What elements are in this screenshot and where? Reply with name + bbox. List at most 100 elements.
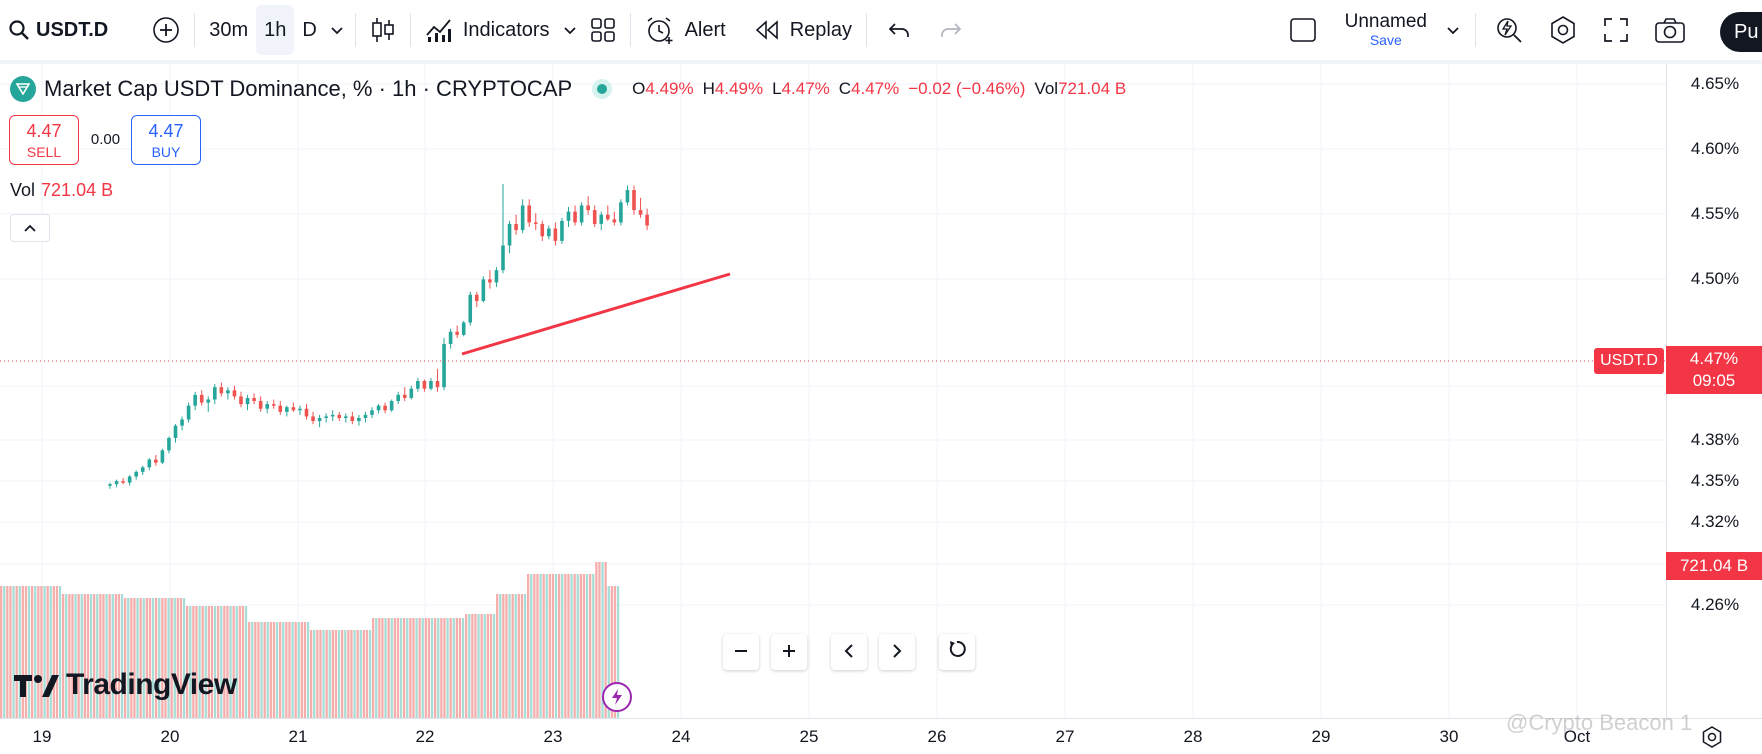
volume-bar bbox=[443, 618, 446, 718]
volume-bar bbox=[37, 586, 40, 718]
symbol-search[interactable]: USDT.D bbox=[0, 4, 144, 56]
volume-bar bbox=[570, 574, 573, 718]
candle bbox=[298, 405, 302, 415]
volume-bar bbox=[511, 594, 514, 718]
legend-title[interactable]: Market Cap USDT Dominance, % · 1h · CRYP… bbox=[44, 76, 573, 101]
scale-settings-button[interactable] bbox=[1700, 725, 1724, 754]
spread-value: 0.00 bbox=[90, 131, 121, 148]
volume-bar bbox=[449, 618, 452, 718]
candle bbox=[442, 337, 446, 391]
volume-bar bbox=[365, 630, 369, 718]
volume-bar bbox=[480, 614, 483, 718]
candle bbox=[160, 448, 165, 465]
volume-legend[interactable]: Vol 721.04 B bbox=[10, 180, 113, 201]
interval-30m[interactable]: 30m bbox=[209, 18, 249, 41]
reset-chart-button[interactable] bbox=[939, 634, 975, 670]
candle-body bbox=[357, 417, 361, 422]
tradingview-logo[interactable]: TradingView bbox=[14, 668, 237, 702]
chart-type-button[interactable] bbox=[362, 4, 404, 56]
candle-body bbox=[147, 459, 152, 468]
interval-d[interactable]: D bbox=[302, 18, 317, 41]
candle bbox=[363, 411, 368, 423]
volume-bar bbox=[108, 594, 111, 718]
candle-body bbox=[533, 222, 538, 224]
layout-select-checkbox[interactable] bbox=[1281, 4, 1325, 56]
indicators-label: Indicators bbox=[462, 18, 550, 41]
candle-body bbox=[619, 202, 623, 223]
candle bbox=[592, 205, 597, 228]
candle-body bbox=[245, 397, 250, 405]
candle bbox=[304, 404, 309, 420]
interval-1h[interactable]: 1h bbox=[256, 5, 295, 55]
volume-bar bbox=[83, 594, 86, 718]
fullscreen-button[interactable] bbox=[1590, 4, 1642, 56]
volume-bar bbox=[347, 630, 350, 718]
volume-bar bbox=[455, 618, 458, 718]
candle-body bbox=[232, 390, 237, 397]
scroll-right-button[interactable] bbox=[879, 634, 915, 670]
candle bbox=[527, 199, 531, 228]
time-scale[interactable]: 19 20 21 22 23 24 25 26 27 28 29 30 Oct bbox=[0, 718, 1762, 754]
volume-bar bbox=[158, 598, 161, 718]
candle bbox=[566, 207, 571, 228]
price-tick-label: 4.60% bbox=[1690, 139, 1740, 158]
volume-bar bbox=[148, 598, 152, 718]
candle-body bbox=[645, 214, 649, 226]
candle bbox=[154, 454, 158, 466]
compare-button[interactable] bbox=[144, 4, 188, 56]
volume-bar bbox=[375, 618, 378, 718]
volume-bar bbox=[244, 606, 248, 718]
redo-button[interactable] bbox=[925, 4, 977, 56]
legend-high: H4.49% bbox=[703, 79, 763, 99]
indicators-dropdown[interactable] bbox=[558, 4, 582, 56]
candle-body bbox=[612, 219, 617, 223]
candle-body bbox=[140, 467, 145, 472]
interval-dropdown[interactable] bbox=[325, 4, 349, 56]
sell-button[interactable]: 4.47 SELL bbox=[9, 115, 79, 165]
volume-bar bbox=[319, 630, 322, 718]
replay-button[interactable]: Replay bbox=[746, 4, 860, 56]
buy-button[interactable]: 4.47 BUY bbox=[131, 115, 201, 165]
grid-icon bbox=[590, 17, 616, 43]
candle bbox=[271, 399, 276, 409]
alert-button[interactable]: Alert bbox=[637, 4, 734, 56]
market-status-icon[interactable] bbox=[592, 79, 613, 99]
price-tick-label: 4.38% bbox=[1690, 430, 1740, 449]
candle bbox=[540, 220, 545, 241]
scroll-left-button[interactable] bbox=[831, 634, 867, 670]
lightning-bolt-icon[interactable] bbox=[602, 682, 632, 712]
volume-bar bbox=[248, 622, 251, 718]
candle bbox=[173, 424, 178, 443]
plus-circle-icon bbox=[152, 16, 180, 44]
candle-body bbox=[468, 294, 473, 323]
zoom-out-button[interactable] bbox=[723, 634, 759, 670]
price-tick-label: 4.35% bbox=[1690, 471, 1740, 490]
price-chart[interactable] bbox=[0, 64, 1666, 718]
volume-bar bbox=[353, 630, 356, 718]
volume-bar bbox=[55, 586, 59, 718]
publish-button[interactable]: Pu bbox=[1720, 12, 1762, 52]
collapse-legend-button[interactable] bbox=[10, 214, 50, 242]
volume-bar bbox=[502, 594, 505, 718]
author-watermark: @Crypto Beacon 1 bbox=[1506, 710, 1693, 735]
volume-bar bbox=[204, 606, 207, 718]
volume-bar bbox=[558, 574, 561, 718]
volume-bar bbox=[561, 574, 564, 718]
settings-button[interactable] bbox=[1536, 4, 1590, 56]
candle-body bbox=[337, 414, 342, 418]
candle-body bbox=[167, 438, 171, 451]
volume-bar bbox=[437, 618, 440, 718]
layouts-button[interactable] bbox=[582, 4, 624, 56]
volume-bar bbox=[34, 586, 37, 718]
layout-dropdown[interactable] bbox=[1437, 4, 1469, 56]
volume-bar bbox=[313, 630, 316, 718]
zoom-in-button[interactable] bbox=[771, 634, 807, 670]
indicators-button[interactable]: Indicators bbox=[417, 4, 558, 56]
volume-bar bbox=[514, 594, 517, 718]
snapshot-button[interactable] bbox=[1642, 4, 1698, 56]
undo-button[interactable] bbox=[873, 4, 925, 56]
quick-search-button[interactable] bbox=[1482, 4, 1536, 56]
layout-name-button[interactable]: Unnamed Save bbox=[1325, 4, 1437, 56]
volume-bar bbox=[505, 594, 508, 718]
